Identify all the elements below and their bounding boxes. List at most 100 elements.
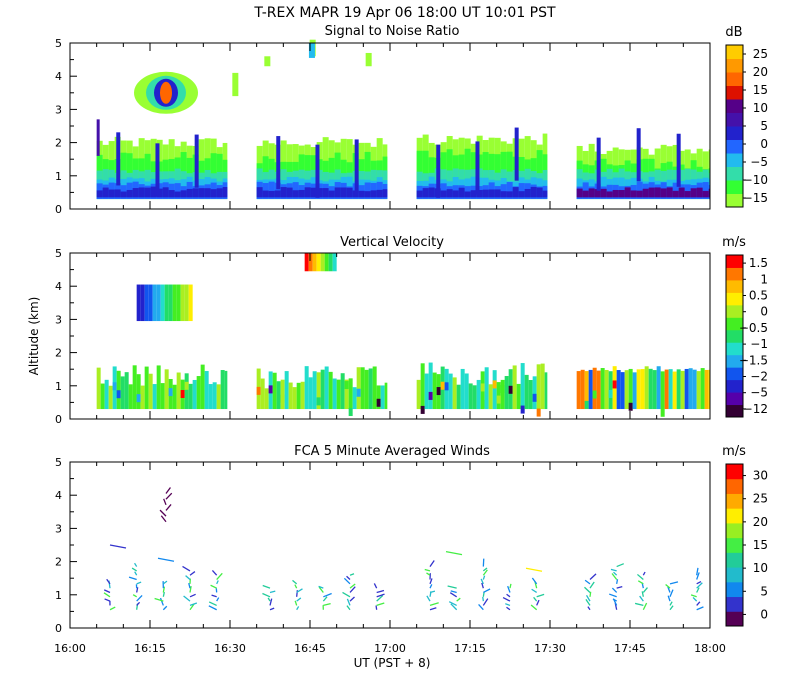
wind-barb — [136, 601, 141, 606]
snr-cell — [594, 189, 601, 198]
wind-barb — [669, 605, 674, 611]
colorbar-label: 0 — [760, 137, 768, 151]
snr-cell — [352, 190, 359, 198]
wind-barb — [450, 603, 458, 611]
snr-fragment — [365, 52, 372, 67]
snr-cell — [690, 188, 697, 198]
colorbar-swatch — [726, 292, 743, 306]
velocity-streak — [440, 381, 445, 390]
velocity-cell — [260, 378, 265, 410]
snr-cell — [346, 187, 353, 198]
wind-barb — [669, 581, 679, 585]
snr-cell — [512, 187, 519, 198]
main-title: T-REX MAPR 19 Apr 06 18:00 UT 10:01 PST — [253, 5, 556, 21]
velocity-cell — [700, 368, 705, 410]
wind-barb — [189, 593, 196, 598]
snr-cell — [666, 187, 673, 198]
velocity-cell — [484, 367, 489, 410]
velocity-cell — [684, 368, 689, 410]
colorbar-label: 20 — [753, 65, 768, 79]
snr-cell — [364, 191, 371, 198]
wind-barb — [589, 573, 597, 581]
velocity-cell — [476, 379, 481, 410]
wind-barb — [447, 585, 457, 589]
wind-barb-isolated — [157, 557, 175, 562]
snr-cell — [488, 189, 495, 198]
velocity-cell — [656, 366, 661, 410]
wind-barb — [449, 592, 458, 598]
velocity-streak — [316, 397, 321, 406]
snr-cell — [174, 183, 181, 200]
colorbar-label: −15 — [743, 191, 768, 205]
wind-barb — [696, 567, 699, 576]
y-tick-label: 5 — [55, 247, 62, 260]
snr-plume — [155, 143, 160, 197]
velocity-blob — [144, 284, 149, 322]
colorbar-label: −12 — [743, 402, 768, 416]
velocity-cell — [188, 383, 193, 410]
colorbar-swatch — [726, 279, 743, 293]
colorbar-swatch — [726, 392, 743, 406]
wind-barb — [482, 575, 486, 580]
velocity-cell — [364, 369, 369, 410]
colorbar-label: 0.5 — [749, 289, 768, 303]
velocity-cell — [492, 370, 497, 410]
snr-cell — [186, 188, 193, 198]
velocity-streak — [256, 386, 261, 395]
y-tick-label: 4 — [55, 280, 62, 293]
velocity-cell — [320, 369, 325, 410]
snr-cell — [654, 187, 661, 198]
colorbar-label: 1 — [760, 272, 768, 286]
velocity-cell — [204, 371, 209, 410]
velocity-cell — [676, 369, 681, 410]
velocity-cell — [472, 385, 477, 410]
colorbar-label: 10 — [753, 101, 768, 115]
velocity-streak — [356, 388, 361, 397]
velocity-cell — [272, 372, 277, 410]
snr-cell — [624, 187, 631, 198]
wind-barb — [483, 588, 491, 594]
wind-barb — [296, 606, 300, 611]
velocity-streak — [280, 394, 285, 403]
snr-cell — [672, 190, 679, 198]
snr-cell — [518, 191, 525, 198]
wind-barb — [505, 603, 511, 607]
velocity-streak — [376, 398, 381, 407]
velocity-cell — [124, 372, 129, 410]
wind-barb — [189, 603, 195, 611]
velocity-cell — [516, 383, 521, 410]
winds-title: FCA 5 Minute Averaged Winds — [294, 444, 490, 459]
velocity-cell — [496, 382, 501, 410]
snr-cell — [452, 190, 459, 198]
colorbar-swatch — [726, 379, 743, 393]
wind-barb — [696, 581, 702, 585]
wind-barb — [585, 599, 591, 606]
velocity-cell — [636, 369, 641, 410]
wind-barb — [530, 604, 538, 611]
snr-plume — [276, 136, 281, 190]
snr-cell — [168, 190, 175, 198]
wind-barb — [262, 592, 271, 598]
wind-barb — [696, 572, 700, 580]
velocity-cell — [284, 371, 289, 410]
velocity-cell — [108, 385, 113, 410]
velocity-cell — [580, 369, 585, 410]
wind-barb — [208, 605, 217, 611]
wind-barb — [136, 594, 143, 602]
snr-cell — [494, 189, 501, 198]
colorbar-swatch — [726, 567, 743, 583]
wind-barb — [507, 585, 511, 593]
wind-barb — [294, 600, 298, 606]
velocity-colorbar: 1.5 1 0.5 0 −0.5 −1 −1.5 −2 −5 −12 — [725, 254, 768, 418]
velocity-cell — [144, 366, 149, 410]
velocity-cell — [196, 376, 201, 410]
colorbar-swatch — [726, 522, 743, 539]
velocity-cell — [452, 377, 457, 410]
snr-plume — [315, 144, 320, 198]
velocity-blob — [172, 284, 177, 322]
x-tick-label: 16:15 — [134, 642, 166, 655]
velocity-cell — [692, 369, 697, 410]
wind-barb — [376, 595, 384, 602]
velocity-cell — [372, 366, 377, 410]
